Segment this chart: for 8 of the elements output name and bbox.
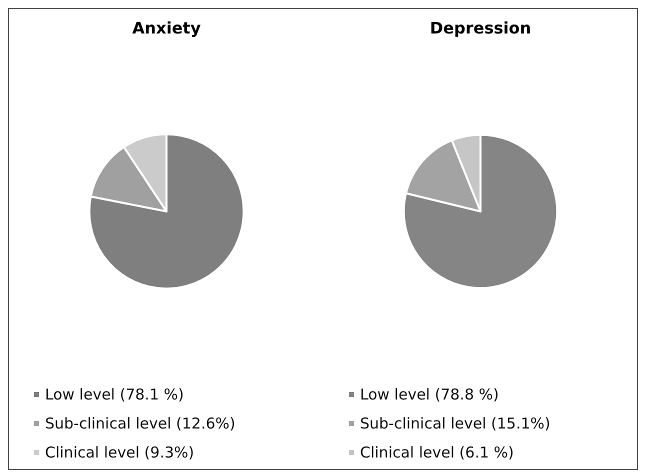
chart-title: Anxiety	[132, 18, 202, 38]
legend-label: Low level (78.8 %)	[360, 386, 499, 404]
chart-title: Depression	[430, 18, 532, 38]
legend-label: Sub-clinical level (15.1%)	[360, 414, 550, 432]
legend-label: Low level (78.1 %)	[45, 386, 184, 404]
legend-label: Sub-clinical level (12.6%)	[45, 414, 236, 432]
legend-label: Clinical level (9.3%)	[45, 444, 194, 462]
legend-label: Clinical level (6.1 %)	[360, 444, 514, 462]
